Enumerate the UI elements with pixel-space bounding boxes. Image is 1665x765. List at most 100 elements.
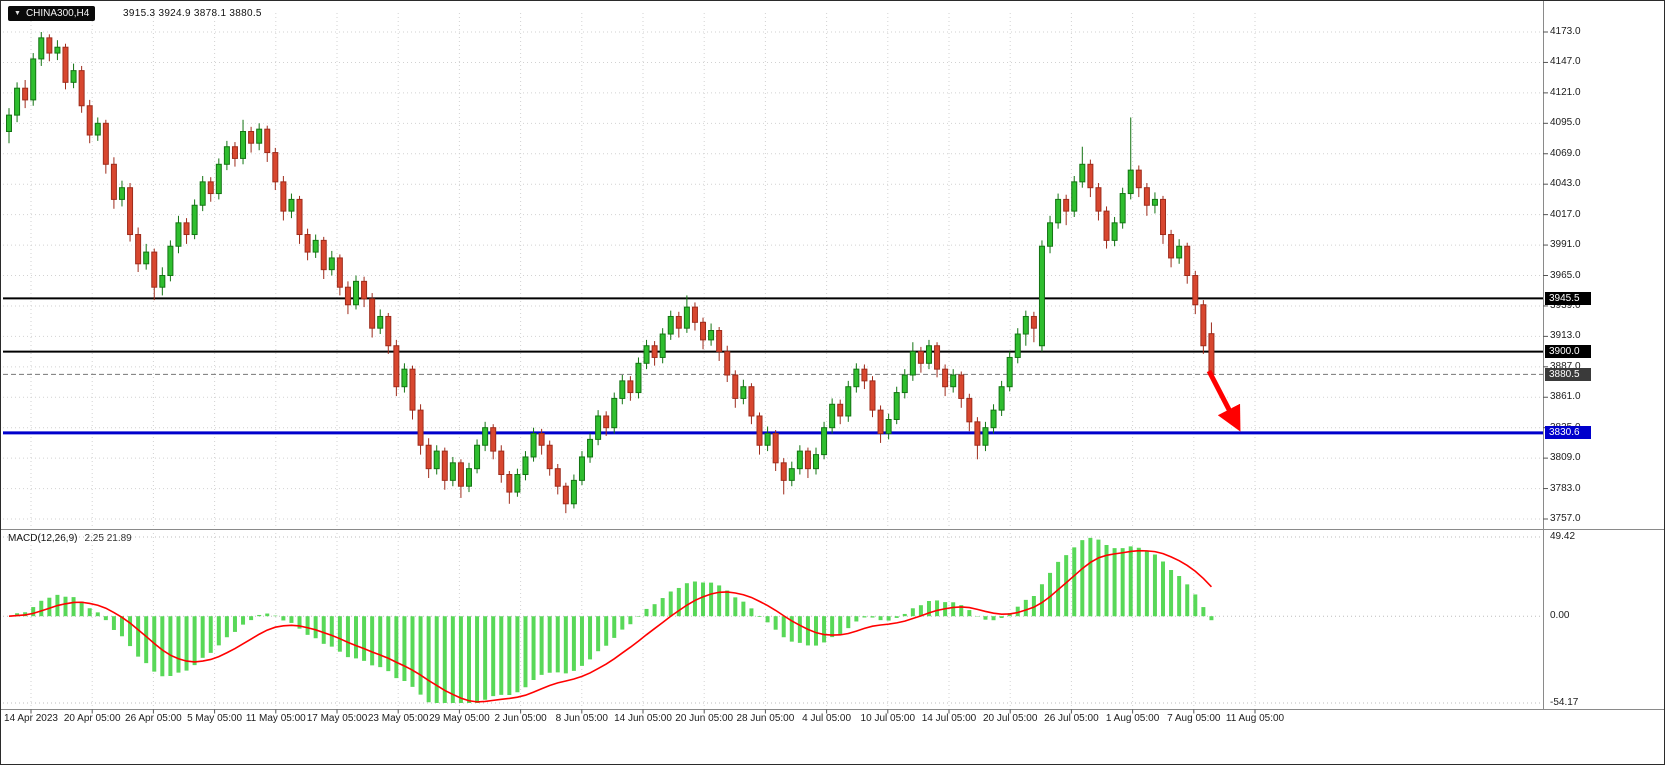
candle (966, 397, 973, 423)
candle (1079, 163, 1086, 183)
candle (643, 345, 650, 364)
time-axis-label: 2 Jun 05:00 (494, 713, 547, 724)
candle (595, 415, 602, 440)
candle (353, 280, 360, 306)
indicator-name: MACD(12,26,9) (8, 533, 78, 544)
candle (1135, 169, 1142, 189)
symbol-dropdown[interactable]: ▼ CHINA300,H4 (8, 6, 96, 21)
candle (433, 450, 440, 470)
candle (893, 392, 900, 420)
candle (127, 187, 134, 236)
macd-axis-label: -54.17 (1550, 697, 1579, 708)
price-axis-label: 3913.0 (1550, 330, 1581, 342)
candle (530, 433, 537, 458)
candle (732, 374, 739, 399)
candle (627, 380, 634, 394)
candle (1111, 222, 1118, 241)
candle (30, 58, 37, 101)
time-axis-label: 8 Jun 05:00 (555, 713, 608, 724)
candle (587, 438, 594, 458)
candle (1184, 245, 1191, 276)
candle (1160, 198, 1167, 236)
candle (909, 351, 916, 376)
candle (522, 456, 529, 476)
candle (1119, 193, 1126, 224)
candle (215, 163, 222, 195)
candle (869, 380, 876, 411)
candle (837, 403, 844, 417)
candle (659, 333, 666, 358)
price-axis-label: 4173.0 (1550, 26, 1581, 37)
candle (675, 315, 682, 329)
candle (635, 362, 642, 394)
price-marker-3945.5: 3945.5 (1545, 291, 1591, 305)
candle (917, 351, 924, 364)
candle (441, 450, 448, 481)
time-axis-label: 11 May 05:00 (245, 713, 306, 724)
candle (603, 415, 610, 429)
candle (804, 450, 811, 470)
price-axis-label: 4121.0 (1550, 86, 1581, 98)
candle (1151, 198, 1158, 206)
candle (175, 222, 182, 247)
candle (1127, 169, 1134, 195)
candle (514, 474, 521, 493)
candle (538, 433, 545, 446)
candle (312, 239, 319, 253)
candle (223, 146, 230, 165)
macd-signal-line (8, 549, 1213, 703)
time-axis-label: 11 Aug 05:00 (1225, 713, 1285, 724)
time-axis-label: 4 Jul 05:00 (802, 713, 852, 724)
candle (191, 204, 198, 236)
candle (796, 450, 803, 470)
candle (159, 275, 166, 288)
candle (829, 403, 836, 429)
candle (570, 479, 577, 505)
candle (1038, 245, 1045, 347)
price-axis-label: 4043.0 (1550, 178, 1581, 190)
candle (231, 146, 238, 159)
candle (651, 345, 658, 358)
candle (449, 462, 456, 481)
candle (716, 330, 723, 353)
candle (38, 37, 45, 60)
candle (788, 468, 795, 481)
candle (925, 345, 932, 364)
time-axis-label: 1 Aug 05:00 (1105, 713, 1160, 724)
candle (554, 468, 561, 487)
candle (94, 122, 101, 136)
price-axis-label: 4095.0 (1550, 117, 1581, 129)
candle (151, 251, 158, 288)
price-axis-label: 3991.0 (1550, 239, 1581, 251)
candle (264, 128, 271, 154)
price-axis-label: 4069.0 (1550, 147, 1581, 159)
candle (1095, 187, 1102, 212)
time-axis-label: 14 Jun 05:00 (614, 713, 672, 724)
candle (304, 234, 311, 253)
price-axis-label: 3809.0 (1550, 452, 1581, 464)
price-scale[interactable]: 4173.0 4147.0 4121.0 4095.0 4069.0 4043.0 4017… (1544, 1, 1664, 711)
candle (240, 131, 247, 159)
candle (619, 380, 626, 399)
candle (256, 128, 263, 144)
candle (724, 351, 731, 376)
candle (562, 485, 569, 505)
candle (377, 315, 384, 329)
trend-arrow[interactable] (1206, 369, 1241, 432)
candle (1047, 222, 1054, 247)
candle (425, 444, 432, 470)
candle (1192, 275, 1199, 306)
time-axis-label: 23 May 05:00 (367, 713, 429, 724)
candle (1208, 333, 1215, 375)
candle (54, 46, 61, 54)
time-scale[interactable]: 14 Apr 2023 20 Apr 05:00 26 Apr 05:00 5 May… (1, 710, 1544, 736)
candle (691, 306, 698, 323)
candle (1014, 333, 1021, 358)
candle (417, 409, 424, 446)
candle (780, 462, 787, 481)
candle (498, 450, 505, 476)
time-axis-label: 20 Jun 05:00 (675, 713, 734, 724)
candle (70, 70, 77, 83)
